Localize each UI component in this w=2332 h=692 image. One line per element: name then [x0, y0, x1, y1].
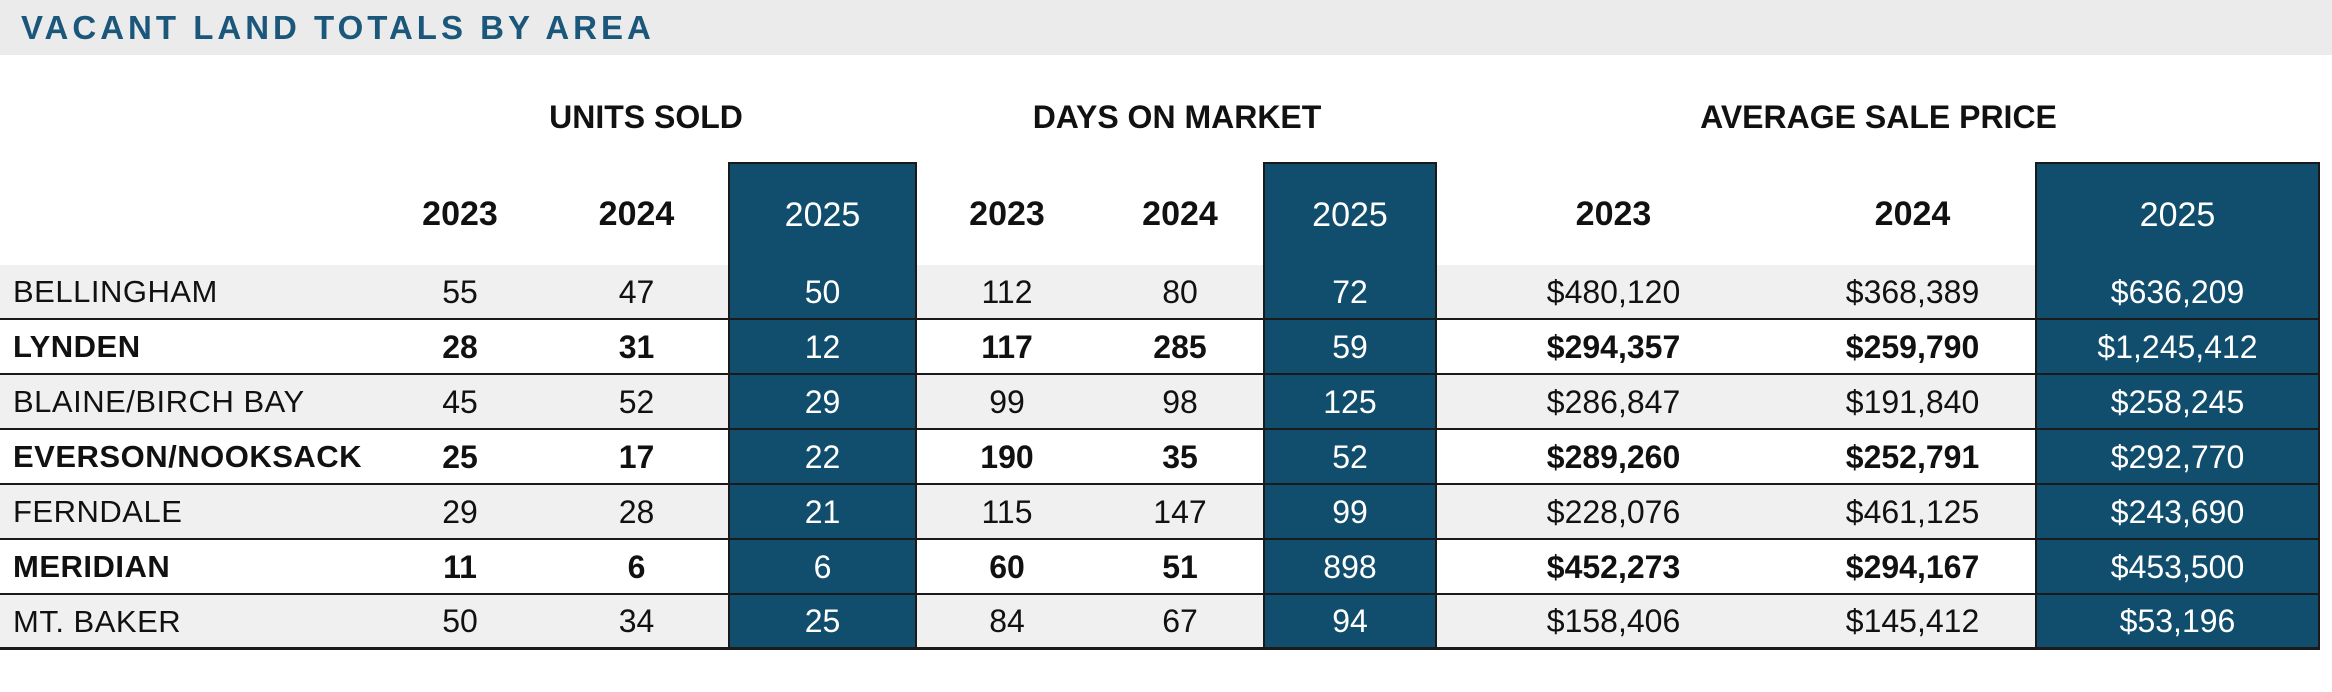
price-2023-cell: $294,357	[1437, 320, 1790, 375]
area-cell: MT. BAKER	[0, 595, 375, 650]
units-2023-cell: 25	[375, 430, 545, 485]
units-year-2025-header: 2025	[728, 162, 917, 265]
days-2024-cell: 80	[1097, 265, 1263, 320]
price-2024-cell: $294,167	[1790, 540, 2035, 595]
price-year-2025-header: 2025	[2035, 162, 2320, 265]
page-title: VACANT LAND TOTALS BY AREA	[21, 8, 655, 46]
area-cell: BLAINE/BIRCH BAY	[0, 375, 375, 430]
area-cell: LYNDEN	[0, 320, 375, 375]
days-2025-cell: 125	[1263, 375, 1437, 430]
days-2023-cell: 99	[917, 375, 1097, 430]
area-cell: MERIDIAN	[0, 540, 375, 595]
title-band: VACANT LAND TOTALS BY AREA	[0, 0, 2332, 55]
units-2023-cell: 45	[375, 375, 545, 430]
days-2024-cell: 147	[1097, 485, 1263, 540]
days-2023-cell: 112	[917, 265, 1097, 320]
price-2024-cell: $259,790	[1790, 320, 2035, 375]
units-2025-cell: 25	[728, 595, 917, 650]
price-2023-cell: $289,260	[1437, 430, 1790, 485]
units-2023-cell: 11	[375, 540, 545, 595]
price-2023-cell: $452,273	[1437, 540, 1790, 595]
days-2023-cell: 117	[917, 320, 1097, 375]
area-cell: EVERSON/NOOKSACK	[0, 430, 375, 485]
days-2025-cell: 94	[1263, 595, 1437, 650]
vacant-land-table: UNITS SOLD DAYS ON MARKET AVERAGE SALE P…	[0, 55, 2320, 650]
price-2025-cell: $1,245,412	[2035, 320, 2320, 375]
price-2023-cell: $158,406	[1437, 595, 1790, 650]
corner-spacer	[0, 55, 375, 162]
price-2024-cell: $368,389	[1790, 265, 2035, 320]
units-2024-cell: 34	[545, 595, 728, 650]
price-2023-cell: $286,847	[1437, 375, 1790, 430]
days-2024-cell: 285	[1097, 320, 1263, 375]
days-2024-cell: 35	[1097, 430, 1263, 485]
price-year-2024-header: 2024	[1874, 194, 1951, 233]
units-2025-cell: 6	[728, 540, 917, 595]
area-cell: FERNDALE	[0, 485, 375, 540]
price-2025-cell: $258,245	[2035, 375, 2320, 430]
units-2024-cell: 31	[545, 320, 728, 375]
price-2024-cell: $191,840	[1790, 375, 2035, 430]
units-year-2023-header: 2023	[422, 194, 498, 233]
days-2025-cell: 52	[1263, 430, 1437, 485]
days-2025-cell: 72	[1263, 265, 1437, 320]
days-2025-cell: 898	[1263, 540, 1437, 595]
units-2023-cell: 50	[375, 595, 545, 650]
units-2025-cell: 12	[728, 320, 917, 375]
days-2024-cell: 51	[1097, 540, 1263, 595]
units-2025-cell: 21	[728, 485, 917, 540]
price-2024-cell: $252,791	[1790, 430, 2035, 485]
price-2025-cell: $53,196	[2035, 595, 2320, 650]
group-header-days-on-market: DAYS ON MARKET	[1032, 98, 1322, 135]
days-year-2025-header: 2025	[1263, 162, 1437, 265]
price-2023-cell: $480,120	[1437, 265, 1790, 320]
days-year-2024-header: 2024	[1142, 194, 1218, 233]
days-2024-cell: 67	[1097, 595, 1263, 650]
units-2024-cell: 47	[545, 265, 728, 320]
price-2025-cell: $292,770	[2035, 430, 2320, 485]
days-2023-cell: 115	[917, 485, 1097, 540]
price-2024-cell: $461,125	[1790, 485, 2035, 540]
days-year-2023-header: 2023	[969, 194, 1045, 233]
price-year-2023-header: 2023	[1575, 194, 1652, 233]
area-header-spacer	[0, 162, 375, 265]
area-cell: BELLINGHAM	[0, 265, 375, 320]
price-2025-cell: $243,690	[2035, 485, 2320, 540]
units-2023-cell: 28	[375, 320, 545, 375]
units-2024-cell: 17	[545, 430, 728, 485]
days-2023-cell: 84	[917, 595, 1097, 650]
units-2025-cell: 22	[728, 430, 917, 485]
units-2024-cell: 6	[545, 540, 728, 595]
price-2025-cell: $453,500	[2035, 540, 2320, 595]
days-2023-cell: 60	[917, 540, 1097, 595]
units-2024-cell: 52	[545, 375, 728, 430]
units-2023-cell: 29	[375, 485, 545, 540]
days-2023-cell: 190	[917, 430, 1097, 485]
days-2025-cell: 59	[1263, 320, 1437, 375]
units-year-2024-header: 2024	[598, 194, 675, 233]
units-2023-cell: 55	[375, 265, 545, 320]
group-header-units-sold: UNITS SOLD	[549, 98, 743, 135]
units-2024-cell: 28	[545, 485, 728, 540]
price-2025-cell: $636,209	[2035, 265, 2320, 320]
price-2024-cell: $145,412	[1790, 595, 2035, 650]
units-2025-cell: 29	[728, 375, 917, 430]
units-2025-cell: 50	[728, 265, 917, 320]
price-2023-cell: $228,076	[1437, 485, 1790, 540]
group-header-avg-sale-price: AVERAGE SALE PRICE	[1700, 98, 2057, 135]
days-2024-cell: 98	[1097, 375, 1263, 430]
days-2025-cell: 99	[1263, 485, 1437, 540]
